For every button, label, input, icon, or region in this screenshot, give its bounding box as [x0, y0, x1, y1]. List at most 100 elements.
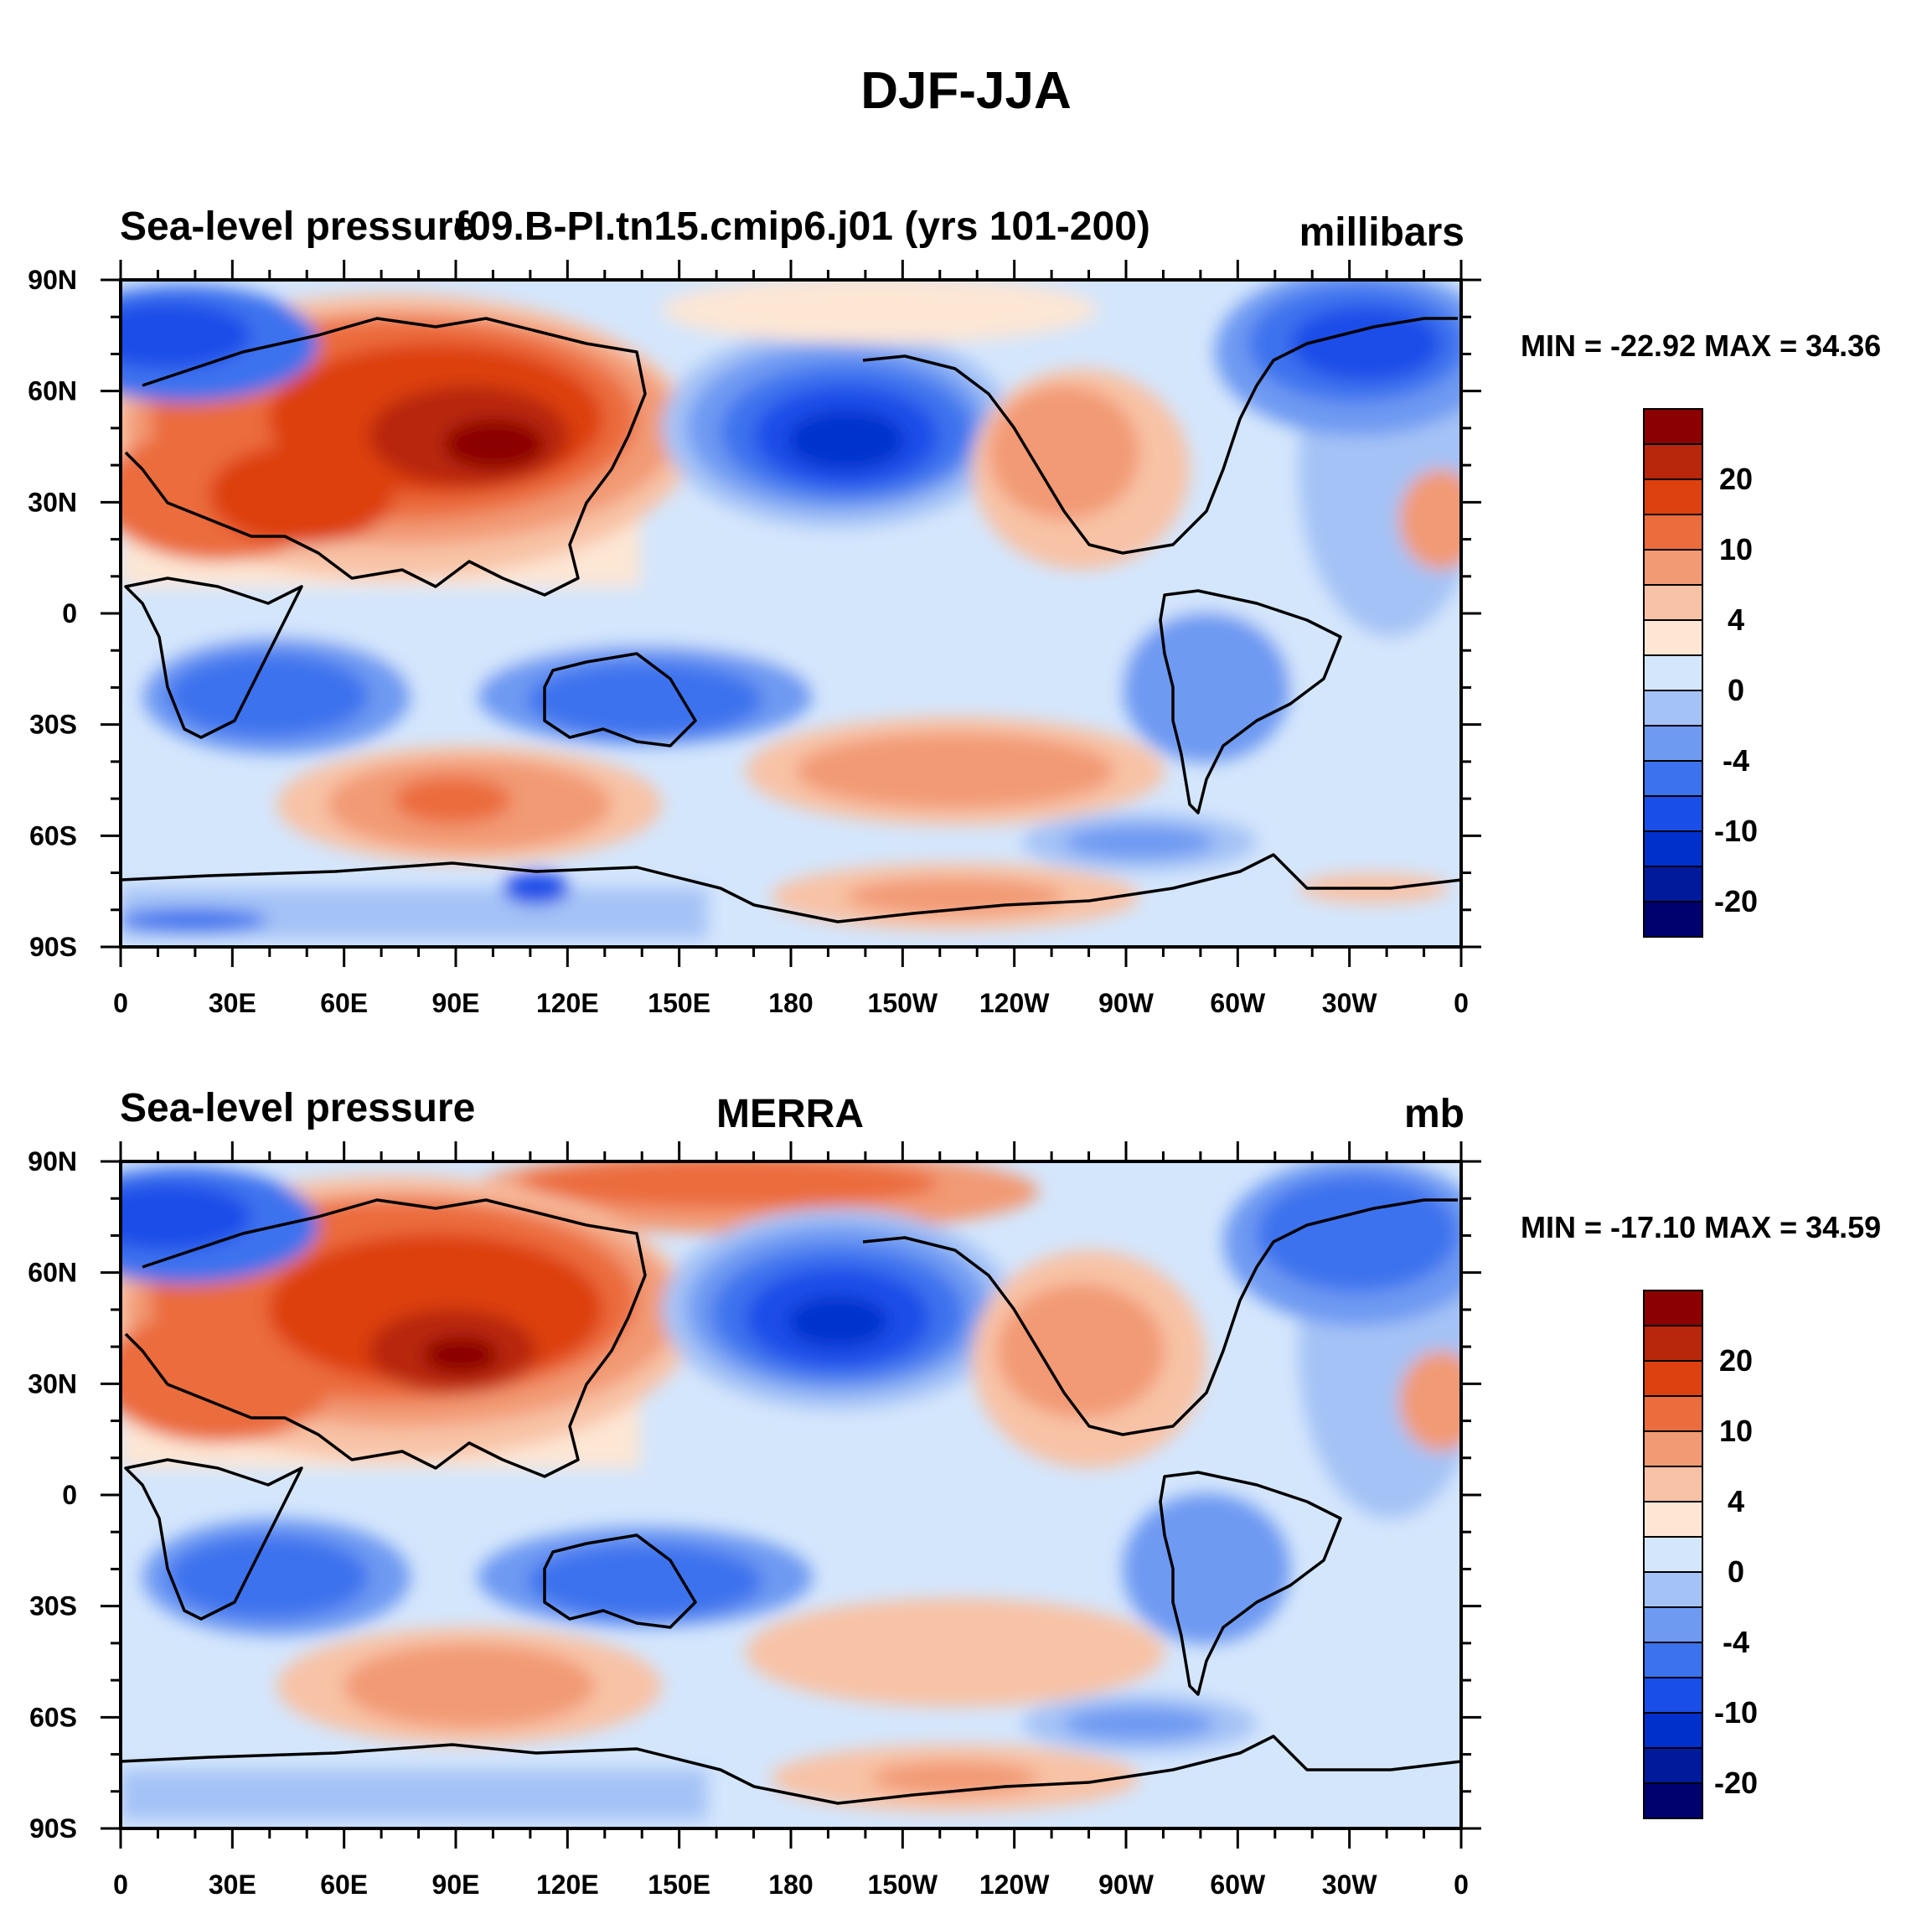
lat-label: 90S [29, 932, 77, 962]
colorbar-swatch [1643, 443, 1703, 480]
map-panel-model: Sea-level pressure f09.B-PI.tn15.cmip6.j… [0, 0, 1932, 1018]
lon-label: 150E [648, 1870, 710, 1900]
slp-contour-field [121, 280, 1461, 947]
lon-label: 30E [209, 1870, 256, 1900]
colorbar-swatch [1643, 830, 1703, 867]
colorbar-label: -10 [1714, 1695, 1758, 1730]
lat-label: 30S [29, 710, 77, 740]
lat-label: 60N [28, 376, 77, 406]
colorbar-label: 0 [1728, 673, 1744, 707]
lon-label: 120W [979, 988, 1050, 1018]
colorbar-swatch [1643, 1466, 1703, 1502]
lon-label: 60W [1210, 1870, 1266, 1900]
colorbar-swatch [1643, 619, 1703, 656]
colorbar-label: 4 [1728, 602, 1744, 637]
lat-label: 60S [29, 1702, 77, 1732]
panel-units: mb [1404, 1092, 1464, 1136]
lat-label: 30N [28, 1368, 77, 1399]
coastline-outlines [121, 1198, 1461, 1805]
colorbar-swatch [1643, 514, 1703, 551]
colorbar-label: 0 [1728, 1554, 1744, 1589]
lon-label: 30E [209, 988, 256, 1018]
lon-label: 90W [1098, 1870, 1155, 1900]
colorbar-label: 20 [1719, 1343, 1753, 1378]
colorbar-swatch [1643, 1712, 1703, 1749]
map-svg: 90N 60N 30N 0 30S 60S 90S 0 30E 60E 90E 120E 150E 18… [28, 260, 1758, 1018]
latitude-labels: 90N 60N 30N 0 30S 60S 90S [28, 1146, 77, 1844]
lon-label: 30W [1322, 988, 1378, 1018]
lon-label: 0 [113, 1870, 128, 1900]
lat-label: 90N [28, 1146, 77, 1177]
lat-label: 0 [62, 1480, 77, 1510]
colorbar-swatch [1643, 1606, 1703, 1643]
lon-label: 120E [536, 1870, 599, 1900]
coastline-outlines [121, 317, 1461, 923]
colorbar-label: 20 [1719, 462, 1753, 496]
colorbar-swatch [1643, 1782, 1703, 1819]
colorbar-label: -4 [1723, 743, 1749, 778]
colorbar-label: 4 [1728, 1484, 1744, 1518]
axis-ticks [101, 260, 1481, 967]
colorbar-swatch [1643, 584, 1703, 621]
map-panel-merra: Sea-level pressure MERRA mb MIN = -17.10… [0, 882, 1932, 1900]
lon-label: 90E [432, 1870, 480, 1900]
lat-label: 30N [28, 487, 77, 517]
map-svg: 90N 60N 30N 0 30S 60S 90S 0 30E 60E 90E 120E 150E 18… [28, 1141, 1758, 1900]
colorbar-swatch [1643, 654, 1703, 691]
colorbar-swatch [1643, 725, 1703, 762]
min-max-readout: MIN = -17.10 MAX = 34.59 [1521, 1210, 1882, 1244]
panel-center-title: f09.B-PI.tn15.cmip6.j01 (yrs 101-200) [455, 204, 1150, 249]
lon-label: 180 [768, 1870, 813, 1900]
colorbar-swatch [1643, 901, 1703, 938]
min-max-readout: MIN = -22.92 MAX = 34.36 [1521, 328, 1882, 363]
slp-contour-field [121, 1161, 1461, 1828]
lon-label: 0 [1454, 1870, 1469, 1900]
colorbar-swatch [1643, 760, 1703, 797]
colorbar-label: -10 [1714, 814, 1758, 848]
colorbar-swatch [1643, 1536, 1703, 1573]
lon-label: 60E [320, 1870, 368, 1900]
lon-label: 90W [1098, 988, 1155, 1018]
colorbar-swatch [1643, 1395, 1703, 1432]
colorbar-swatch [1643, 866, 1703, 902]
panel-left-title: Sea-level pressure [120, 204, 476, 249]
colorbar-label: -20 [1714, 1766, 1758, 1800]
colorbar-swatch [1643, 690, 1703, 727]
colorbar-label: 10 [1719, 1414, 1753, 1448]
colorbar-swatch [1643, 1571, 1703, 1608]
colorbar-swatch [1643, 1677, 1703, 1714]
lon-label: 150E [648, 988, 710, 1018]
colorbar-label: -20 [1714, 884, 1758, 918]
lat-label: 90S [29, 1813, 77, 1844]
lon-label: 180 [768, 988, 813, 1018]
colorbar-swatch [1643, 1501, 1703, 1538]
lon-label: 60E [320, 988, 368, 1018]
lat-label: 0 [62, 598, 77, 628]
lon-label: 30W [1322, 1870, 1378, 1900]
colorbar-swatch [1643, 1642, 1703, 1678]
colorbar-label: -4 [1723, 1625, 1749, 1659]
colorbar: 20 10 4 0 -4 -10 -20 [1643, 1290, 1758, 1819]
latitude-labels: 90N 60N 30N 0 30S 60S 90S [28, 265, 77, 962]
lon-label: 0 [113, 988, 128, 1018]
main-title: DJF-JJA [860, 62, 1072, 120]
colorbar-swatch [1643, 1747, 1703, 1784]
lat-label: 30S [29, 1591, 77, 1621]
colorbar-swatch [1643, 1325, 1703, 1362]
longitude-labels: 0 30E 60E 90E 120E 150E 180 150W 120W 90W 60W 30W 0 [113, 988, 1469, 1018]
colorbar-swatch [1643, 1360, 1703, 1397]
lon-label: 150W [868, 1870, 938, 1900]
lat-label: 90N [28, 265, 77, 295]
lon-label: 120E [536, 988, 599, 1018]
lon-label: 90E [432, 988, 480, 1018]
colorbar-swatch [1643, 795, 1703, 832]
colorbar-swatch [1643, 549, 1703, 586]
colorbar-label: 10 [1719, 532, 1753, 566]
colorbar-swatch [1643, 1290, 1703, 1327]
panel-left-title: Sea-level pressure [120, 1086, 476, 1130]
colorbar-swatch [1643, 1430, 1703, 1467]
lat-label: 60N [28, 1258, 77, 1288]
longitude-labels: 0 30E 60E 90E 120E 150E 180 150W 120W 90W 60W 30W 0 [113, 1870, 1469, 1900]
lon-label: 0 [1454, 988, 1469, 1018]
lon-label: 150W [868, 988, 938, 1018]
